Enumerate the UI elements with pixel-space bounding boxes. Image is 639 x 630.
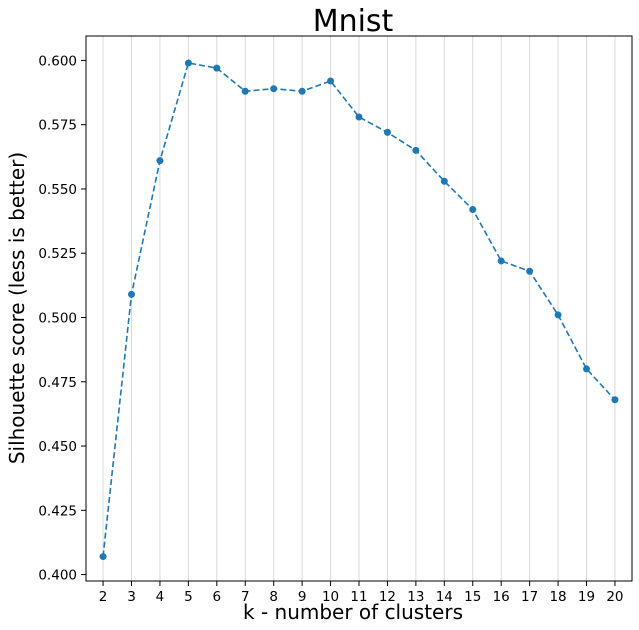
x-tick-label: 11 [350, 589, 367, 605]
data-point [355, 113, 363, 121]
x-tick-label: 2 [99, 589, 108, 605]
data-point [440, 177, 448, 185]
data-point [241, 87, 249, 95]
data-point [412, 146, 420, 154]
x-tick-label: 6 [213, 589, 222, 605]
x-tick-label: 14 [436, 589, 453, 605]
data-point [583, 365, 590, 373]
x-tick-label: 15 [464, 589, 481, 605]
x-tick-label: 18 [549, 589, 566, 605]
grid-lines [102, 36, 616, 581]
y-axis-ticks: 0.400 0.425 0.450 0.475 0.500 0.525 0.550 0.575… [38, 53, 86, 584]
y-tick-label: 0.475 [38, 375, 77, 391]
x-tick-label: 8 [269, 589, 278, 605]
chart-title: Mnist [313, 4, 394, 39]
x-tick-label: 19 [578, 589, 595, 605]
y-tick-label: 0.425 [38, 503, 77, 519]
data-point [497, 257, 505, 265]
y-tick-label: 0.550 [38, 182, 77, 198]
y-tick-label: 0.600 [38, 53, 77, 69]
x-tick-label: 3 [127, 589, 136, 605]
y-tick-label: 0.500 [38, 310, 77, 326]
data-point [327, 77, 335, 85]
x-tick-label: 5 [184, 589, 193, 605]
y-tick-label: 0.450 [38, 439, 77, 455]
data-points [99, 59, 619, 561]
x-tick-label: 10 [322, 589, 339, 605]
x-tick-label: 20 [606, 589, 623, 605]
x-tick-label: 13 [407, 589, 424, 605]
x-tick-label: 17 [521, 589, 538, 605]
x-axis-label: k - number of clusters [243, 600, 463, 624]
data-point [213, 64, 221, 72]
x-tick-label: 7 [241, 589, 250, 605]
data-point [270, 85, 278, 93]
x-tick-label: 9 [298, 589, 307, 605]
data-point [99, 553, 107, 561]
data-point [469, 206, 477, 214]
x-tick-label: 16 [493, 589, 510, 605]
y-tick-label: 0.400 [38, 568, 77, 584]
data-point [611, 396, 619, 404]
data-point [156, 157, 164, 165]
data-point [526, 267, 534, 275]
x-tick-label: 4 [156, 589, 165, 605]
y-axis-label: Silhouette score (less is better) [5, 152, 29, 464]
x-tick-label: 12 [379, 589, 396, 605]
data-point [383, 128, 391, 136]
y-tick-label: 0.575 [38, 118, 77, 134]
data-point [554, 311, 562, 319]
data-point [184, 59, 192, 67]
x-axis-ticks: 2 3 4 5 6 7 8 9 10 11 12 13 14 15 16 17 18 19 20 [99, 581, 624, 605]
data-point [298, 87, 306, 95]
y-tick-label: 0.525 [38, 246, 77, 262]
data-point [128, 290, 135, 298]
